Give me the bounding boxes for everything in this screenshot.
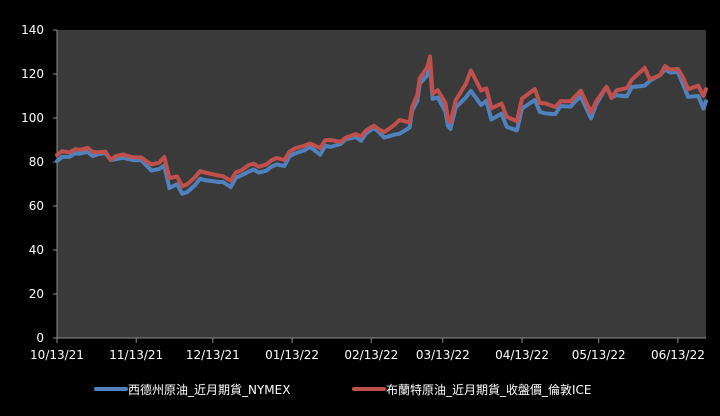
y-axis: 0 20 40 60 80 100 120 140 [21, 23, 58, 345]
x-tick-label: 12/13/21 [186, 348, 240, 362]
y-tick-label: 80 [29, 155, 44, 169]
series-layer [55, 54, 708, 196]
legend-label-1: 西德州原油_近月期貨_NYMEX [128, 382, 290, 397]
y-tick-label: 0 [36, 331, 44, 345]
x-tick-label: 05/13/22 [572, 348, 626, 362]
x-tick-label: 11/13/21 [109, 348, 163, 362]
y-tick-label: 140 [21, 23, 44, 37]
y-tick-label: 100 [21, 111, 44, 125]
x-tick-label: 10/13/21 [30, 348, 84, 362]
y-tick-label: 20 [29, 287, 44, 301]
x-tick-label: 01/13/22 [265, 348, 319, 362]
x-tick-label: 04/13/22 [495, 348, 549, 362]
x-tick-label: 02/13/22 [344, 348, 398, 362]
x-tick-label: 03/13/22 [416, 348, 470, 362]
y-tick-label: 60 [29, 199, 44, 213]
x-tick-label: 06/13/22 [651, 348, 705, 362]
y-tick-label: 40 [29, 243, 44, 257]
legend-label-2: 布蘭特原油_近月期貨_收盤價_倫敦ICE [386, 382, 592, 397]
y-tick-label: 120 [21, 67, 44, 81]
legend: 西德州原油_近月期貨_NYMEX 布蘭特原油_近月期貨_收盤價_倫敦ICE [94, 382, 592, 397]
series-line-2 [55, 54, 708, 189]
x-axis: 10/13/21 11/13/21 12/13/21 01/13/22 02/13/22… [30, 337, 706, 362]
plot-area [57, 30, 706, 338]
